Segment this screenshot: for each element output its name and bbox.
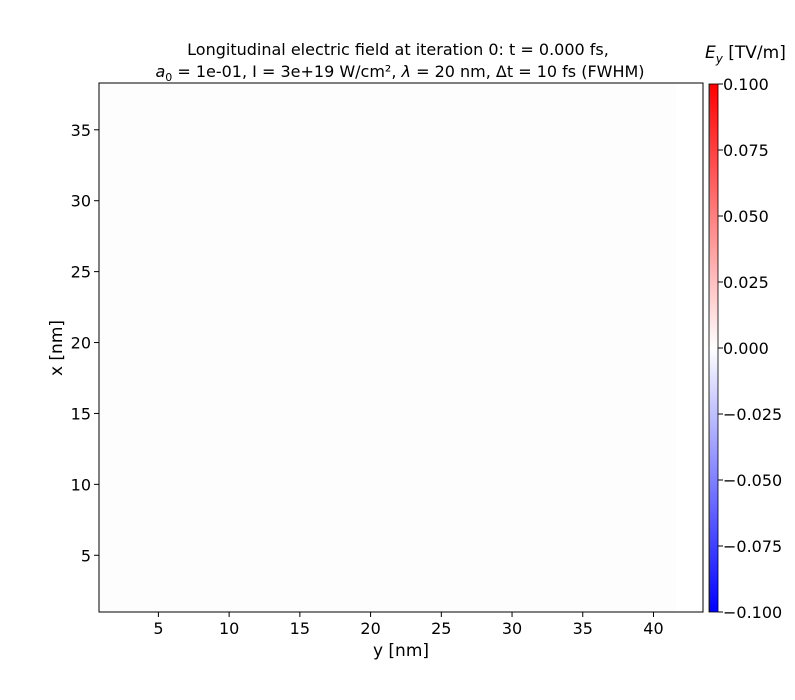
x-tick-label: 5 <box>153 619 163 638</box>
colorbar-gradient <box>709 84 718 612</box>
title-a-subscript: 0 <box>165 71 172 84</box>
chart-title-line2: a0 = 1e-01, I = 3e+19 W/cm², λ = 20 nm, … <box>155 62 644 84</box>
y-tick-label: 25 <box>71 263 91 282</box>
x-tick-label: 10 <box>219 619 239 638</box>
colorbar-tick-label: 0.100 <box>723 75 769 94</box>
y-axis-ticks: 5 10 15 20 25 30 35 <box>71 121 99 565</box>
colorbar-tick-label: 0.075 <box>723 141 769 160</box>
x-tick-label: 20 <box>360 619 380 638</box>
colorbar-label: Ey [TV/m] <box>705 43 786 66</box>
colorbar-tick-label: −0.025 <box>723 405 782 424</box>
x-axis-ticks: 5 10 15 20 25 30 35 40 <box>153 612 664 638</box>
plot-area: 5 10 15 20 25 30 35 40 5 10 15 20 25 30 35 <box>71 82 704 638</box>
x-tick-label: 35 <box>573 619 593 638</box>
colorbar-tick-label: 0.000 <box>723 339 769 358</box>
colorbar-ticks: 0.100 0.075 0.050 0.025 0.000 −0.025 −0.050 −0.… <box>718 75 782 622</box>
y-tick-label: 35 <box>71 121 91 140</box>
title-a-symbol: a <box>155 62 165 81</box>
y-tick-label: 5 <box>81 546 91 565</box>
colorbar-label-symbol: E <box>705 43 716 63</box>
colorbar-label-subscript: y <box>715 52 724 66</box>
chart-title-line1: Longitudinal electric field at iteration… <box>187 40 609 59</box>
title-params-1: = 1e-01, I = 3e+19 W/cm², <box>172 62 401 81</box>
title-params-2: = 20 nm, Δt = 10 fs (FWHM) <box>411 62 645 81</box>
x-tick-label: 15 <box>290 619 310 638</box>
colorbar: 0.100 0.075 0.050 0.025 0.000 −0.025 −0.050 −0.… <box>708 75 782 622</box>
colorbar-tick-label: 0.050 <box>723 207 769 226</box>
y-axis-label: x [nm] <box>47 320 67 376</box>
y-tick-label: 15 <box>71 404 91 423</box>
x-tick-label: 40 <box>643 619 663 638</box>
y-tick-label: 10 <box>71 475 91 494</box>
y-tick-label: 30 <box>71 192 91 211</box>
x-tick-label: 25 <box>431 619 451 638</box>
x-tick-label: 30 <box>502 619 522 638</box>
x-axis-label: y [nm] <box>373 641 429 661</box>
y-tick-label: 20 <box>71 334 91 353</box>
colorbar-tick-label: −0.050 <box>723 471 782 490</box>
colorbar-tick-label: −0.100 <box>723 603 782 622</box>
field-image <box>99 83 677 612</box>
colorbar-label-unit: [TV/m] <box>723 43 786 63</box>
plot-frame <box>98 82 704 613</box>
colorbar-tick-label: −0.075 <box>723 537 782 556</box>
title-lambda-symbol: λ <box>401 62 411 81</box>
colorbar-tick-label: 0.025 <box>723 273 769 292</box>
